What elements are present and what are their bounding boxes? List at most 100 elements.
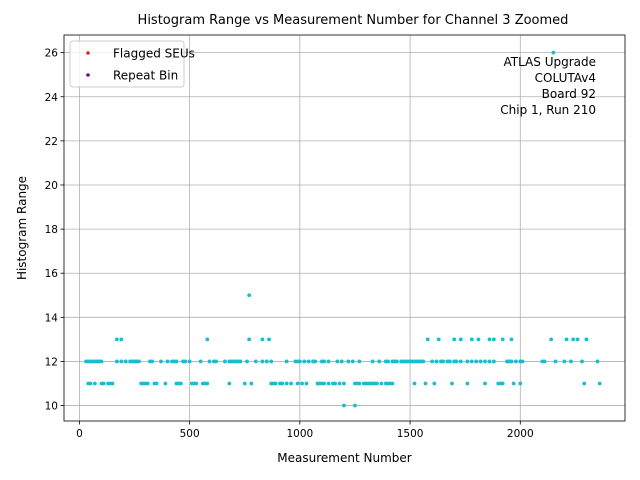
data-point (300, 381, 304, 386)
data-point (375, 381, 379, 386)
data-point (198, 359, 203, 364)
data-point (295, 381, 300, 386)
x-tick-label: 1500 (397, 428, 424, 440)
data-point (346, 359, 351, 364)
data-point (302, 359, 307, 364)
data-point (379, 381, 384, 386)
data-point (119, 337, 124, 342)
data-point (159, 359, 163, 364)
y-tick-label: 22 (45, 136, 58, 148)
data-point (441, 359, 446, 364)
legend: Flagged SEUs Repeat Bin (69, 40, 195, 88)
data-point (123, 359, 128, 364)
data-point (335, 359, 340, 364)
data-point (357, 359, 362, 364)
data-point (425, 337, 430, 342)
data-point (509, 359, 514, 364)
data-point (267, 337, 271, 342)
data-point (165, 359, 170, 364)
legend-marker-flagged-seus (86, 51, 90, 55)
data-point (432, 381, 437, 386)
data-point (289, 381, 293, 386)
data-point (447, 359, 452, 364)
annotation-line: Chip 1, Run 210 (500, 103, 596, 117)
data-point (436, 337, 441, 342)
data-point (569, 359, 573, 364)
data-point (249, 381, 254, 386)
data-point (187, 359, 192, 364)
data-point (304, 381, 309, 386)
data-point (205, 381, 210, 386)
y-tick-label: 26 (45, 48, 59, 60)
data-point (549, 337, 554, 342)
data-point (377, 359, 382, 364)
data-point (183, 359, 188, 364)
data-point (450, 381, 454, 386)
grid-lines (64, 35, 625, 421)
data-point (322, 381, 327, 386)
y-tick-label: 10 (45, 401, 58, 413)
data-point (511, 381, 516, 386)
data-point (469, 359, 474, 364)
data-point (284, 381, 289, 386)
data-point (483, 381, 487, 386)
data-point (394, 359, 399, 364)
data-point (88, 381, 93, 386)
data-point (430, 359, 435, 364)
data-point (491, 337, 496, 342)
data-point (520, 359, 525, 364)
data-point (487, 337, 492, 342)
data-point (247, 337, 252, 342)
data-point (137, 359, 141, 364)
data-point (469, 337, 474, 342)
data-point (174, 359, 179, 364)
data-point (421, 359, 426, 364)
data-point (154, 381, 159, 386)
data-point (474, 359, 479, 364)
data-point (110, 381, 115, 386)
data-point (337, 381, 342, 386)
data-point (452, 337, 457, 342)
data-point (119, 359, 124, 364)
annotation-line: ATLAS Upgrade (503, 55, 596, 69)
data-point (342, 403, 346, 408)
data-point (542, 359, 547, 364)
data-point (280, 381, 285, 386)
data-point (571, 337, 576, 342)
run-info-annotation: ATLAS Upgrade COLUTAv4 Board 92 Chip 1, Run… (500, 55, 596, 117)
data-point (245, 359, 249, 364)
data-point (564, 337, 569, 342)
legend-marker-repeat-bin (86, 73, 90, 77)
data-point (242, 381, 247, 386)
data-point (322, 359, 327, 364)
axis-ticks: 0 500 1000 1500 2000 10 12 14 16 18 20 22 24 26 (45, 48, 534, 440)
y-tick-label: 18 (45, 224, 58, 236)
data-point (562, 359, 567, 364)
data-point (458, 359, 463, 364)
data-point (584, 337, 589, 342)
x-tick-label: 1000 (286, 428, 313, 440)
data-point (551, 50, 556, 55)
plot-area-frame (63, 34, 626, 422)
data-point (297, 359, 302, 364)
data-point (313, 359, 318, 364)
data-point (597, 381, 602, 386)
data-point (454, 359, 459, 364)
data-point (370, 359, 375, 364)
x-tick-label: 500 (180, 428, 200, 440)
data-point (465, 381, 470, 386)
data-point (513, 359, 518, 364)
data-point (500, 381, 505, 386)
y-tick-label: 16 (45, 268, 59, 280)
data-point (145, 381, 150, 386)
data-point (247, 293, 252, 298)
annotation-line: Board 92 (542, 87, 596, 101)
data-point (386, 359, 390, 364)
data-point (476, 337, 481, 342)
data-point (227, 381, 232, 386)
data-point (284, 359, 289, 364)
data-point (99, 359, 104, 364)
data-point (238, 359, 243, 364)
data-point (178, 381, 183, 386)
data-point (205, 337, 210, 342)
